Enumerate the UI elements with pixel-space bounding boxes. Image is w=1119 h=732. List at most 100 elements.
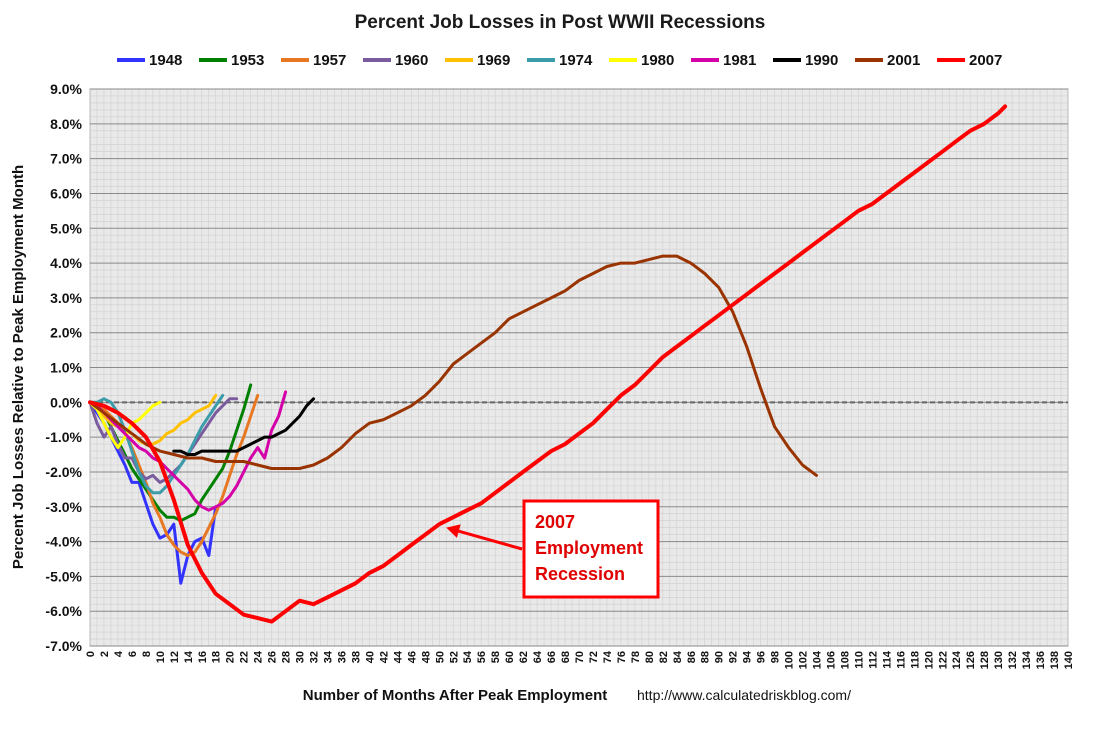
x-tick-label: 68 xyxy=(560,651,572,663)
x-tick-label: 106 xyxy=(825,651,837,669)
legend-label-1981: 1981 xyxy=(723,52,756,69)
x-tick-label: 12 xyxy=(169,651,181,663)
annotation-arrow xyxy=(458,529,523,551)
annotation-box xyxy=(522,499,660,599)
y-tick-label: -5.0% xyxy=(45,568,82,584)
legend-label-1974: 1974 xyxy=(559,52,593,69)
y-tick-label: 4.0% xyxy=(50,255,82,271)
x-tick-label: 34 xyxy=(323,650,335,663)
y-tick-label: -2.0% xyxy=(45,464,82,480)
x-tick-label: 38 xyxy=(350,651,362,663)
x-tick-label: 0 xyxy=(85,651,97,657)
series-layer xyxy=(88,104,1008,624)
series-line-2001 xyxy=(88,254,818,477)
x-tick-label: 110 xyxy=(853,651,865,669)
y-tick-label: -6.0% xyxy=(45,603,82,619)
x-tick-label: 32 xyxy=(309,651,321,663)
x-tick-label: 52 xyxy=(448,651,460,663)
x-tick-label: 118 xyxy=(909,651,921,669)
x-tick-label: 90 xyxy=(714,651,726,663)
x-tick-label: 122 xyxy=(937,651,949,669)
x-tick-label: 126 xyxy=(965,651,977,669)
chart-title: Percent Job Losses in Post WWII Recessio… xyxy=(355,12,766,33)
y-tick-label: 2.0% xyxy=(50,325,82,341)
annotation-line-3: Recession xyxy=(535,564,625,584)
x-tick-label: 22 xyxy=(239,651,251,663)
x-tick-label: 124 xyxy=(951,650,963,669)
x-tick-label: 14 xyxy=(183,650,195,663)
x-tick-label: 94 xyxy=(742,650,754,663)
x-tick-label: 88 xyxy=(700,651,712,663)
x-tick-label: 134 xyxy=(1021,650,1033,669)
x-tick-label: 70 xyxy=(574,651,586,663)
y-tick-label: 7.0% xyxy=(50,151,82,167)
x-tick-label: 108 xyxy=(839,651,851,669)
legend-label-2007: 2007 xyxy=(969,52,1002,69)
y-tick-label: 9.0% xyxy=(50,81,82,97)
x-tick-label: 2 xyxy=(99,651,111,657)
legend-label-1953: 1953 xyxy=(231,52,264,69)
x-tick-label: 78 xyxy=(630,651,642,663)
x-tick-label: 96 xyxy=(756,651,768,663)
legend-label-1969: 1969 xyxy=(477,52,510,69)
x-tick-label: 100 xyxy=(784,651,796,669)
annotation: 2007 Employment Recession xyxy=(446,499,660,599)
x-tick-label: 104 xyxy=(812,650,824,669)
source-url: http://www.calculatedriskblog.com/ xyxy=(637,687,851,703)
y-tick-label: -4.0% xyxy=(45,534,82,550)
x-tick-label: 128 xyxy=(979,651,991,669)
y-axis-label: Percent Job Losses Relative to Peak Empl… xyxy=(10,165,27,569)
x-tick-label: 16 xyxy=(197,651,209,663)
x-tick-label: 138 xyxy=(1049,651,1061,669)
x-tick-label: 56 xyxy=(476,651,488,663)
x-tick-label: 136 xyxy=(1035,651,1047,669)
y-tick-label: 6.0% xyxy=(50,185,82,201)
x-tick-label: 62 xyxy=(518,651,530,663)
y-tick-label: 0.0% xyxy=(50,394,82,410)
x-tick-label: 58 xyxy=(490,651,502,663)
series-line-2007 xyxy=(88,104,1008,624)
y-axis-ticks: 9.0% 8.0% 7.0% 6.0% 5.0% 4.0% 3.0% 2.0% 1.0% 0.0%… xyxy=(45,81,82,654)
x-tick-label: 4 xyxy=(113,650,125,657)
x-tick-label: 98 xyxy=(770,651,782,663)
series-line-1980 xyxy=(88,400,162,450)
x-tick-label: 24 xyxy=(253,650,265,663)
x-tick-label: 54 xyxy=(462,650,474,663)
x-tick-label: 80 xyxy=(644,651,656,663)
legend-label-1980: 1980 xyxy=(641,52,674,69)
x-tick-label: 36 xyxy=(336,651,348,663)
x-tick-label: 74 xyxy=(602,650,614,663)
annotation-line-1: 2007 xyxy=(535,512,575,532)
x-tick-label: 82 xyxy=(658,651,670,663)
x-tick-label: 140 xyxy=(1063,651,1075,669)
y-tick-label: 5.0% xyxy=(50,220,82,236)
x-axis-label: Number of Months After Peak Employment xyxy=(303,687,607,704)
legend-label-1990: 1990 xyxy=(805,52,838,69)
x-tick-label: 28 xyxy=(281,651,293,663)
x-tick-label: 76 xyxy=(616,651,628,663)
x-tick-label: 64 xyxy=(532,650,544,663)
legend-label-1948: 1948 xyxy=(149,52,182,69)
x-tick-label: 26 xyxy=(267,651,279,663)
series-line-1981 xyxy=(88,390,288,512)
x-axis-ticks: 0 2 4 6 8 10 12 14 16 18 20 22 24 26 28 30 32 34 36 38 40 42 4… xyxy=(85,650,1075,669)
series-line-1960 xyxy=(88,397,239,484)
x-tick-label: 60 xyxy=(504,651,516,663)
x-tick-label: 18 xyxy=(211,651,223,663)
series-line-1969 xyxy=(88,393,218,446)
x-tick-label: 48 xyxy=(420,651,432,663)
x-tick-label: 66 xyxy=(546,651,558,663)
x-tick-label: 112 xyxy=(867,651,879,669)
legend-label-1957: 1957 xyxy=(313,52,346,69)
x-tick-label: 72 xyxy=(588,651,600,663)
y-tick-label: 3.0% xyxy=(50,290,82,306)
x-tick-label: 40 xyxy=(364,651,376,663)
x-tick-label: 50 xyxy=(434,651,446,663)
x-tick-label: 8 xyxy=(141,651,153,657)
x-tick-label: 46 xyxy=(406,651,418,663)
x-tick-label: 132 xyxy=(1007,651,1019,669)
x-tick-label: 86 xyxy=(686,651,698,663)
x-tick-label: 120 xyxy=(923,651,935,669)
